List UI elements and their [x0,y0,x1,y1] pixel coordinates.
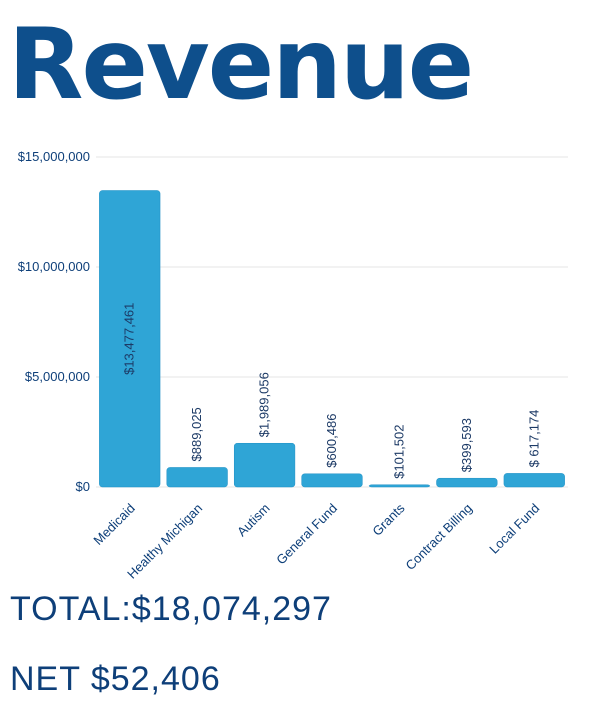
category-label: General Fund [273,501,340,568]
bar [436,477,498,488]
category-label: Autism [234,501,273,540]
data-label: $889,025 [189,407,204,461]
bar [368,484,431,488]
category-label: Contract Billing [403,501,475,573]
total-revenue: TOTAL:$18,074,297 [10,590,332,628]
data-label: $101,502 [391,425,406,479]
y-tick-label: $15,000,000 [18,149,90,164]
category-label: Medicaid [90,501,137,548]
revenue-bar-chart: $0 $5,000,000 $10,000,000 $15,000,000 $13,47… [18,149,568,582]
data-label: $13,477,461 [122,303,137,375]
bar [99,190,161,488]
bar [503,473,565,488]
data-label: $600,486 [324,414,339,468]
bar [166,467,228,488]
page-title: Revenue [8,8,474,122]
category-label: Local Fund [486,501,542,557]
category-label: Healthy Michigan [124,501,205,582]
bar [301,473,363,488]
net-amount: NET $52,406 [10,660,221,698]
y-tick-label: $0 [76,479,90,494]
y-tick-label: $10,000,000 [18,259,90,274]
category-label: Grants [369,500,408,539]
data-label: $ 617,174 [526,410,541,468]
data-label: $399,593 [459,418,474,472]
bar [233,442,296,488]
y-tick-label: $5,000,000 [25,369,90,384]
data-label: $1,989,056 [257,372,272,437]
